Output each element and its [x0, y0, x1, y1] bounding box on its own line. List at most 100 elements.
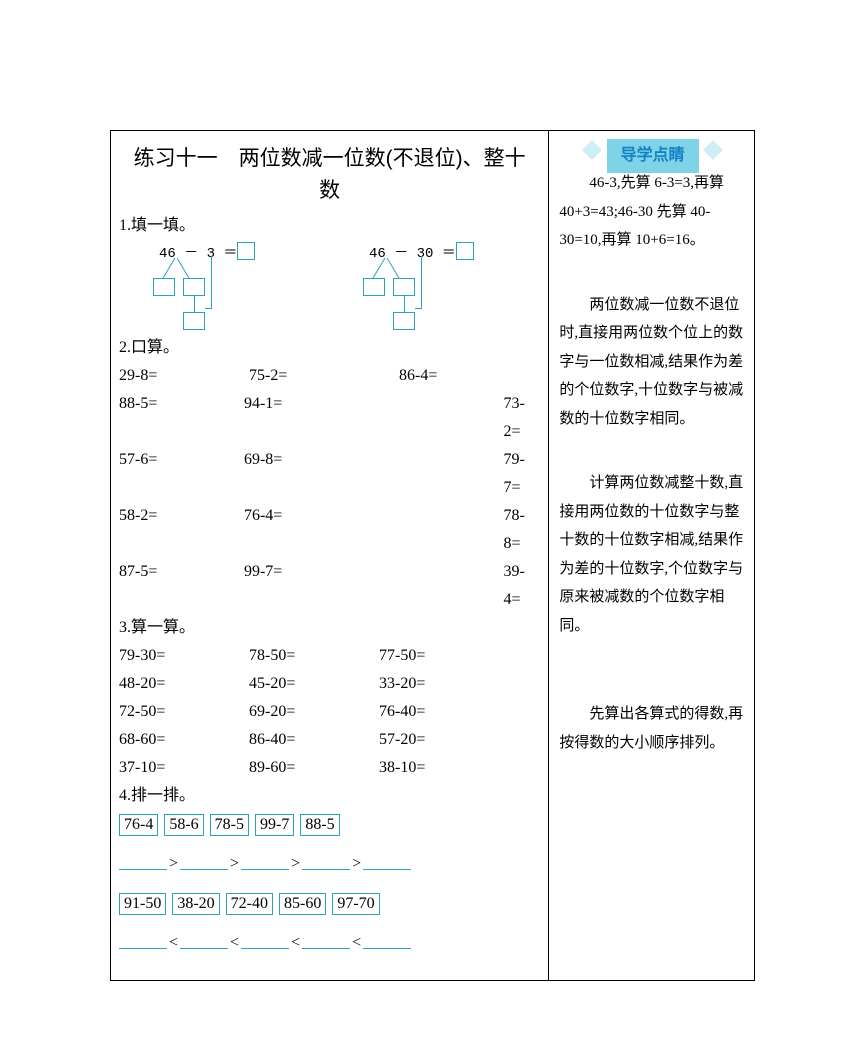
- expression-chip: 58-6: [164, 814, 203, 836]
- answer-box-icon: [237, 242, 255, 260]
- diagram-2: 46 － 30 ＝: [369, 242, 519, 328]
- calc-row: 79-30=78-50=77-50=: [119, 642, 540, 670]
- calc-cell: 58-2=: [119, 502, 244, 558]
- worksheet: 练习十一 两位数减一位数(不退位)、整十数 1.填一填。 46 － 3 ＝ 4: [110, 130, 755, 981]
- calc-row: 88-5=94-1=73-2=: [119, 390, 540, 446]
- calc-cell: 69-8=: [244, 446, 388, 502]
- exercises-column: 练习十一 两位数减一位数(不退位)、整十数 1.填一填。 46 － 3 ＝ 4: [111, 131, 549, 980]
- guidance-p3: 计算两位数减整十数,直接用两位数的十位数字与整十数的十位数字相减,结果作为差的十…: [559, 469, 746, 640]
- calc-cell: 69-20=: [249, 698, 379, 726]
- calc-row: 29-8=75-2=86-4=: [119, 362, 540, 390]
- vline-icon: [194, 296, 195, 312]
- answer-blank: [119, 931, 167, 949]
- calc-cell: 76-40=: [379, 698, 509, 726]
- calc-cell: 94-1=: [244, 390, 388, 446]
- answer-blank: [302, 852, 350, 870]
- comparator: >: [289, 855, 302, 872]
- page-title: 练习十一 两位数减一位数(不退位)、整十数: [125, 143, 534, 206]
- answer-box-icon: [456, 242, 474, 260]
- branch-box-icon: [183, 278, 205, 296]
- calc-row: 87-5=99-7= 39-4=: [119, 558, 540, 614]
- q1-diagrams: 46 － 3 ＝ 46 － 30 ＝: [119, 242, 540, 328]
- q3-rows: 79-30=78-50=77-50=48-20=45-20=33-20=72-5…: [119, 642, 540, 782]
- q4-set-2: 91-50 38-20 72-40 85-60 97-70: [119, 893, 540, 915]
- calc-cell: 87-5=: [119, 558, 244, 614]
- calc-cell: 76-4=: [244, 502, 388, 558]
- expression-chip: 72-40: [226, 893, 273, 915]
- calc-cell: 39-4=: [503, 558, 540, 614]
- answer-blank: [302, 931, 350, 949]
- expression-chip: 97-70: [332, 893, 379, 915]
- comparator: <: [350, 934, 363, 951]
- calc-cell: [388, 558, 503, 614]
- calc-row: 37-10=89-60=38-10=: [119, 754, 540, 782]
- guidance-p2: 两位数减一位数不退位时,直接用两位数个位上的数字与一位数相减,结果作为差的个位数…: [559, 291, 746, 434]
- diagram-1: 46 － 3 ＝: [159, 242, 309, 328]
- answer-blank: [119, 852, 167, 870]
- comparator: <: [228, 934, 241, 951]
- answer-blank: [180, 852, 228, 870]
- calc-cell: 88-5=: [119, 390, 244, 446]
- q4-compare-row-2: < < < <: [119, 925, 540, 968]
- calc-cell: 37-10=: [119, 754, 249, 782]
- expression-chip: 91-50: [119, 893, 166, 915]
- expression-chip: 78-5: [210, 814, 249, 836]
- split-lines-icon: [375, 258, 405, 278]
- calc-cell: 48-20=: [119, 670, 249, 698]
- calc-cell: 78-50=: [249, 642, 379, 670]
- expression-chip: 38-20: [172, 893, 219, 915]
- expression-chip: 99-7: [255, 814, 294, 836]
- q2-rows: 29-8=75-2=86-4=88-5=94-1=73-2=57-6=69-8=…: [119, 362, 540, 614]
- calc-cell: 38-10=: [379, 754, 509, 782]
- expression-chip: 85-60: [279, 893, 326, 915]
- calc-cell: 86-4=: [399, 362, 519, 390]
- calc-row: 48-20=45-20=33-20=: [119, 670, 540, 698]
- guidance-column: 导学点睛 46-3,先算 6-3=3,再算 40+3=43;46-30 先算 4…: [549, 131, 754, 980]
- link-line-icon: [415, 308, 422, 309]
- calc-cell: 29-8=: [119, 362, 249, 390]
- comparator: <: [289, 934, 302, 951]
- q4-compare-row-1: > > > >: [119, 846, 540, 889]
- calc-cell: 79-7=: [503, 446, 540, 502]
- link-line-icon: [211, 256, 212, 308]
- calc-cell: 86-40=: [249, 726, 379, 754]
- calc-cell: 99-7=: [244, 558, 388, 614]
- calc-cell: 78-8=: [503, 502, 540, 558]
- expression-chip: 88-5: [300, 814, 339, 836]
- q1-header: 1.填一填。: [119, 212, 540, 240]
- calc-cell: [388, 502, 503, 558]
- branch-box-icon: [363, 278, 385, 296]
- q4-header: 4.排一排。: [119, 782, 540, 810]
- branch-box-icon: [153, 278, 175, 296]
- link-line-icon: [421, 256, 422, 308]
- calc-cell: 68-60=: [119, 726, 249, 754]
- calc-cell: 77-50=: [379, 642, 509, 670]
- q3-header: 3.算一算。: [119, 614, 540, 642]
- answer-blank: [241, 852, 289, 870]
- guidance-p1: 46-3,先算 6-3=3,再算 40+3=43;46-30 先算 40-30=…: [559, 169, 746, 255]
- comparator: >: [350, 855, 363, 872]
- calc-cell: 57-20=: [379, 726, 509, 754]
- q2-header: 2.口算。: [119, 334, 540, 362]
- calc-cell: [388, 390, 503, 446]
- comparator: <: [167, 934, 180, 951]
- answer-blank: [180, 931, 228, 949]
- calc-cell: 72-50=: [119, 698, 249, 726]
- calc-row: 57-6=69-8=79-7=: [119, 446, 540, 502]
- comparator: >: [228, 855, 241, 872]
- expression-chip: 76-4: [119, 814, 158, 836]
- calc-cell: 45-20=: [249, 670, 379, 698]
- calc-cell: 75-2=: [249, 362, 399, 390]
- q4-set-1: 76-4 58-6 78-5 99-7 88-5: [119, 814, 540, 836]
- link-line-icon: [205, 308, 212, 309]
- vline-icon: [404, 296, 405, 312]
- answer-blank: [363, 852, 411, 870]
- answer-blank: [241, 931, 289, 949]
- calc-cell: 89-60=: [249, 754, 379, 782]
- calc-row: 72-50=69-20=76-40=: [119, 698, 540, 726]
- branch-box-icon: [393, 278, 415, 296]
- calc-row: 58-2=76-4= 78-8=: [119, 502, 540, 558]
- guidance-p4: 先算出各算式的得数,再按得数的大小顺序排列。: [559, 700, 746, 757]
- comparator: >: [167, 855, 180, 872]
- guidance-banner: 导学点睛: [559, 139, 746, 163]
